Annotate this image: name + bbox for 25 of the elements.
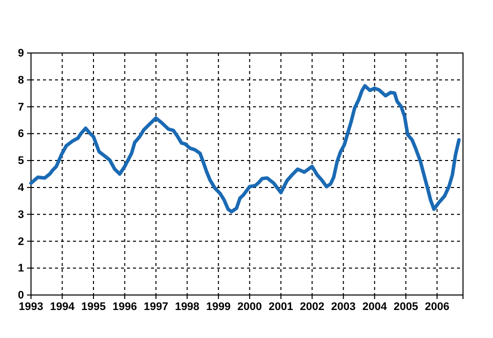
- x-tick-label: 2000: [237, 300, 262, 313]
- x-tick-label: 1994: [50, 300, 76, 313]
- y-tick-label: 0: [18, 290, 24, 302]
- x-tick-label: 1997: [144, 300, 168, 313]
- y-tick-label: 5: [18, 155, 24, 168]
- x-tick-label: 2002: [300, 300, 324, 313]
- y-tick-label: 8: [18, 74, 24, 86]
- x-tick-label: 2004: [362, 300, 388, 313]
- x-tick-label: 2005: [394, 300, 418, 313]
- y-tick-label: 3: [18, 208, 24, 221]
- y-tick-label: 6: [18, 128, 24, 140]
- x-tick-label: 2001: [268, 300, 294, 313]
- line-series: [29, 84, 461, 214]
- x-tick-label: 1995: [81, 300, 106, 313]
- x-tick-label: 1999: [206, 300, 231, 313]
- x-tick-label: 2003: [331, 300, 356, 313]
- x-tick-label: 1996: [112, 300, 137, 313]
- y-tick-label: 1: [18, 262, 24, 275]
- y-tick-label: 2: [18, 236, 24, 248]
- y-tick-label: 4: [18, 182, 25, 194]
- y-tick-label: 9: [18, 48, 24, 60]
- y-tick-label: 7: [18, 101, 24, 114]
- x-tick-label: 1993: [18, 300, 44, 313]
- x-tick-label: 2006: [424, 300, 450, 313]
- x-tick-label: 1998: [174, 300, 200, 313]
